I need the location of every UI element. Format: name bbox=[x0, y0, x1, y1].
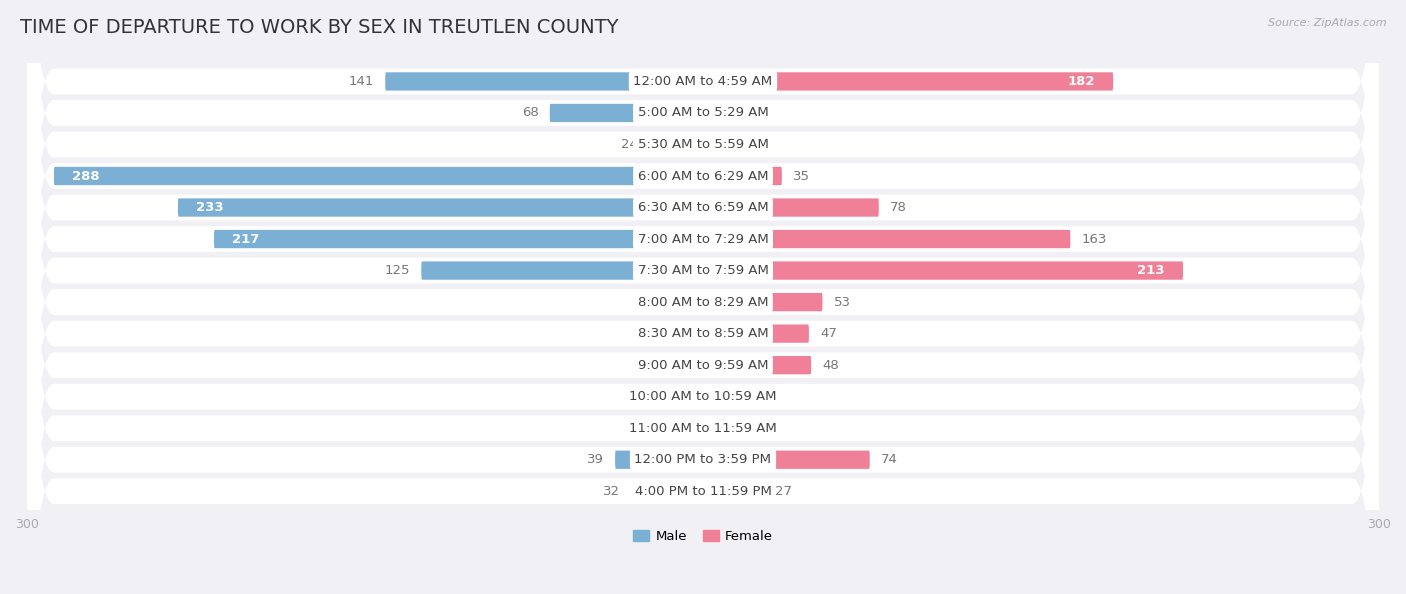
Text: 233: 233 bbox=[195, 201, 224, 214]
FancyBboxPatch shape bbox=[27, 126, 1379, 594]
FancyBboxPatch shape bbox=[685, 419, 703, 437]
FancyBboxPatch shape bbox=[703, 135, 721, 154]
FancyBboxPatch shape bbox=[631, 482, 703, 500]
Text: 213: 213 bbox=[1137, 264, 1166, 277]
FancyBboxPatch shape bbox=[703, 387, 721, 406]
Text: 0: 0 bbox=[688, 390, 696, 403]
FancyBboxPatch shape bbox=[703, 167, 782, 185]
Text: 5:00 AM to 5:29 AM: 5:00 AM to 5:29 AM bbox=[638, 106, 768, 119]
FancyBboxPatch shape bbox=[27, 0, 1379, 594]
FancyBboxPatch shape bbox=[27, 63, 1379, 594]
FancyBboxPatch shape bbox=[703, 261, 1182, 280]
Legend: Male, Female: Male, Female bbox=[627, 525, 779, 548]
FancyBboxPatch shape bbox=[214, 230, 703, 248]
FancyBboxPatch shape bbox=[685, 387, 703, 406]
FancyBboxPatch shape bbox=[662, 293, 703, 311]
FancyBboxPatch shape bbox=[27, 94, 1379, 594]
FancyBboxPatch shape bbox=[550, 104, 703, 122]
FancyBboxPatch shape bbox=[27, 0, 1379, 478]
FancyBboxPatch shape bbox=[703, 324, 808, 343]
FancyBboxPatch shape bbox=[703, 198, 879, 217]
FancyBboxPatch shape bbox=[703, 451, 870, 469]
Text: 74: 74 bbox=[882, 453, 898, 466]
FancyBboxPatch shape bbox=[703, 419, 721, 437]
FancyBboxPatch shape bbox=[27, 0, 1379, 594]
Text: 7:30 AM to 7:59 AM: 7:30 AM to 7:59 AM bbox=[637, 264, 769, 277]
FancyBboxPatch shape bbox=[385, 72, 703, 90]
Text: 7:00 AM to 7:29 AM: 7:00 AM to 7:29 AM bbox=[638, 233, 768, 245]
Text: Source: ZipAtlas.com: Source: ZipAtlas.com bbox=[1268, 18, 1386, 28]
Text: 12:00 AM to 4:59 AM: 12:00 AM to 4:59 AM bbox=[634, 75, 772, 88]
FancyBboxPatch shape bbox=[27, 0, 1379, 594]
Text: TIME OF DEPARTURE TO WORK BY SEX IN TREUTLEN COUNTY: TIME OF DEPARTURE TO WORK BY SEX IN TREU… bbox=[20, 18, 619, 37]
FancyBboxPatch shape bbox=[685, 356, 703, 374]
Text: 0: 0 bbox=[710, 422, 718, 435]
FancyBboxPatch shape bbox=[27, 31, 1379, 594]
Text: 24: 24 bbox=[621, 138, 638, 151]
FancyBboxPatch shape bbox=[53, 167, 703, 185]
Text: 78: 78 bbox=[890, 201, 907, 214]
Text: 68: 68 bbox=[522, 106, 538, 119]
Text: 35: 35 bbox=[793, 169, 810, 182]
Text: 0: 0 bbox=[688, 359, 696, 372]
Text: 11:00 AM to 11:59 AM: 11:00 AM to 11:59 AM bbox=[628, 422, 778, 435]
FancyBboxPatch shape bbox=[681, 324, 703, 343]
Text: 141: 141 bbox=[349, 75, 374, 88]
FancyBboxPatch shape bbox=[27, 0, 1379, 447]
Text: 217: 217 bbox=[232, 233, 259, 245]
FancyBboxPatch shape bbox=[422, 261, 703, 280]
FancyBboxPatch shape bbox=[27, 0, 1379, 594]
Text: 288: 288 bbox=[72, 169, 100, 182]
FancyBboxPatch shape bbox=[650, 135, 703, 154]
Text: 10: 10 bbox=[652, 327, 669, 340]
Text: 39: 39 bbox=[586, 453, 603, 466]
Text: 47: 47 bbox=[820, 327, 837, 340]
Text: 27: 27 bbox=[775, 485, 792, 498]
FancyBboxPatch shape bbox=[703, 104, 730, 122]
Text: 12: 12 bbox=[741, 106, 758, 119]
Text: 6:00 AM to 6:29 AM: 6:00 AM to 6:29 AM bbox=[638, 169, 768, 182]
Text: 6:30 AM to 6:59 AM: 6:30 AM to 6:59 AM bbox=[638, 201, 768, 214]
FancyBboxPatch shape bbox=[179, 198, 703, 217]
Text: 182: 182 bbox=[1067, 75, 1095, 88]
Text: 0: 0 bbox=[688, 422, 696, 435]
FancyBboxPatch shape bbox=[27, 0, 1379, 594]
FancyBboxPatch shape bbox=[614, 451, 703, 469]
Text: 18: 18 bbox=[634, 296, 651, 309]
Text: 32: 32 bbox=[603, 485, 620, 498]
FancyBboxPatch shape bbox=[703, 482, 763, 500]
FancyBboxPatch shape bbox=[703, 230, 1070, 248]
Text: 125: 125 bbox=[384, 264, 411, 277]
Text: 6: 6 bbox=[728, 390, 737, 403]
FancyBboxPatch shape bbox=[27, 0, 1379, 541]
FancyBboxPatch shape bbox=[27, 0, 1379, 510]
Text: 53: 53 bbox=[834, 296, 851, 309]
Text: 5:30 AM to 5:59 AM: 5:30 AM to 5:59 AM bbox=[637, 138, 769, 151]
Text: 163: 163 bbox=[1081, 233, 1107, 245]
FancyBboxPatch shape bbox=[703, 356, 811, 374]
Text: 12:00 PM to 3:59 PM: 12:00 PM to 3:59 PM bbox=[634, 453, 772, 466]
FancyBboxPatch shape bbox=[703, 72, 1114, 90]
Text: 8:00 AM to 8:29 AM: 8:00 AM to 8:29 AM bbox=[638, 296, 768, 309]
Text: 0: 0 bbox=[710, 138, 718, 151]
Text: 48: 48 bbox=[823, 359, 839, 372]
Text: 4:00 PM to 11:59 PM: 4:00 PM to 11:59 PM bbox=[634, 485, 772, 498]
Text: 8:30 AM to 8:59 AM: 8:30 AM to 8:59 AM bbox=[638, 327, 768, 340]
FancyBboxPatch shape bbox=[27, 0, 1379, 573]
Text: 9:00 AM to 9:59 AM: 9:00 AM to 9:59 AM bbox=[638, 359, 768, 372]
FancyBboxPatch shape bbox=[703, 293, 823, 311]
Text: 10:00 AM to 10:59 AM: 10:00 AM to 10:59 AM bbox=[630, 390, 776, 403]
